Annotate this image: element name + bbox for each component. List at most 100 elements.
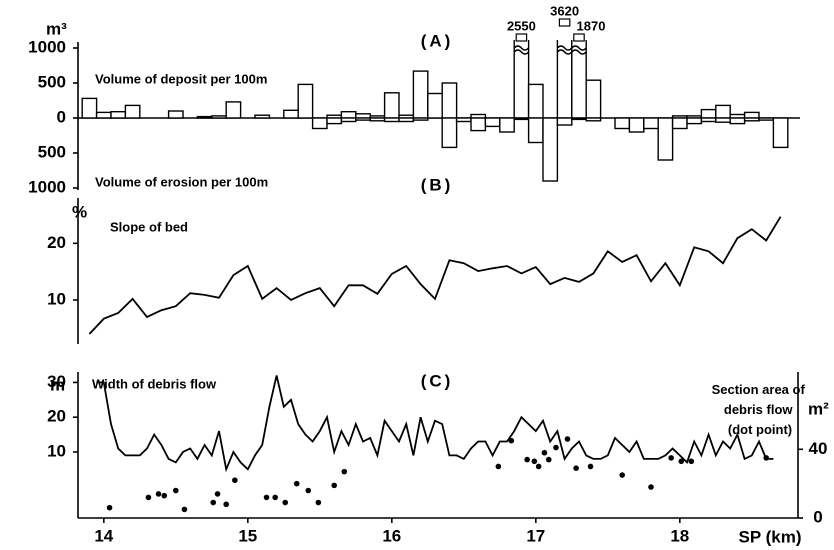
- dot: [223, 501, 229, 508]
- y-tick-label: 500: [38, 72, 66, 91]
- bar: [715, 104, 731, 119]
- bar: [729, 117, 746, 125]
- dot: [553, 444, 559, 451]
- y-tick-label: 500: [38, 142, 66, 161]
- bar: [556, 117, 573, 126]
- bar: [499, 117, 515, 133]
- bar: [167, 110, 184, 119]
- bar: [412, 117, 429, 121]
- dot: [210, 499, 217, 506]
- bar: [254, 114, 271, 119]
- break-cap: [573, 33, 585, 42]
- dot: [282, 499, 289, 506]
- dot: [145, 494, 152, 501]
- dot: [272, 494, 278, 501]
- dot: [341, 468, 348, 475]
- dot: [173, 487, 179, 494]
- dot: [587, 463, 594, 470]
- line-series: [96, 375, 774, 473]
- dot: [495, 463, 502, 470]
- series-label: Section area of debris flow (dot point): [712, 382, 809, 437]
- dot: [545, 456, 552, 463]
- bar: [700, 108, 717, 119]
- value-label: 3620: [550, 3, 579, 18]
- bar: [715, 117, 731, 123]
- bar: [311, 117, 328, 130]
- bar: [743, 111, 760, 119]
- bars: [81, 40, 789, 182]
- axis-break: [513, 45, 530, 55]
- break-cap: [558, 18, 571, 27]
- dot: [531, 458, 538, 465]
- bar: [758, 117, 775, 121]
- bar: [398, 117, 415, 123]
- y-axis-unit: m³: [46, 19, 67, 38]
- bar: [470, 117, 487, 132]
- panel-title: (B): [421, 175, 454, 194]
- y-tick-label: 20: [47, 233, 66, 252]
- bar: [110, 110, 127, 119]
- y-tick-label: 20: [47, 407, 66, 426]
- value-label: 1870: [577, 18, 606, 33]
- dot: [214, 491, 221, 497]
- dot: [668, 455, 674, 461]
- bar: [542, 117, 559, 182]
- bar: [441, 82, 458, 119]
- bar: [484, 117, 501, 128]
- bar: [427, 92, 443, 119]
- x-axis-label: SP (km): [739, 527, 802, 546]
- dot: [508, 437, 515, 444]
- bar: [772, 117, 789, 149]
- bar: [81, 97, 98, 119]
- y-axis-unit: m: [50, 375, 65, 394]
- bar: [369, 117, 386, 122]
- bar: [743, 117, 760, 122]
- x-tick-label: 15: [238, 526, 257, 545]
- bar: [340, 110, 357, 119]
- dot: [619, 472, 625, 478]
- series-label: Volume of deposit per 100m: [95, 71, 267, 86]
- axis-break: [571, 45, 587, 55]
- break-cap: [515, 33, 528, 42]
- dot: [305, 487, 312, 494]
- dot: [263, 494, 270, 501]
- bar: [412, 70, 429, 119]
- series-label: Volume of erosion per 100m: [95, 174, 268, 189]
- y-tick-label: 30: [47, 372, 66, 391]
- bar: [383, 92, 400, 119]
- y-axis-unit: %: [72, 202, 87, 221]
- panel-title: (A): [421, 31, 454, 50]
- series-label: Width of debris flow: [92, 376, 217, 391]
- dot: [524, 456, 530, 463]
- bar: [383, 117, 400, 123]
- bar: [124, 104, 141, 119]
- x-tick-label: 18: [670, 526, 689, 545]
- axis-break: [556, 45, 573, 55]
- dot: [232, 477, 238, 484]
- bar: [700, 117, 717, 123]
- bar: [95, 111, 112, 119]
- dot: [535, 463, 542, 470]
- bar: [585, 117, 602, 122]
- bar: [513, 117, 530, 121]
- y-tick-label: 10: [47, 289, 66, 308]
- bar: [196, 115, 213, 119]
- value-label: 2550: [507, 18, 536, 33]
- dot: [161, 492, 168, 499]
- y-tick-label: 0: [57, 107, 66, 126]
- y-tick-label: 1000: [28, 37, 66, 56]
- bar: [283, 109, 299, 119]
- dot: [678, 458, 685, 465]
- bar: [643, 117, 659, 130]
- bar: [614, 117, 631, 130]
- dot: [315, 499, 322, 506]
- line-series: [88, 216, 782, 335]
- y2-tick-label: 0: [813, 507, 822, 526]
- bar: [527, 83, 544, 119]
- x-tick-label: 17: [526, 526, 545, 545]
- bar: [225, 101, 242, 119]
- bar: [585, 79, 602, 119]
- dot: [564, 436, 571, 442]
